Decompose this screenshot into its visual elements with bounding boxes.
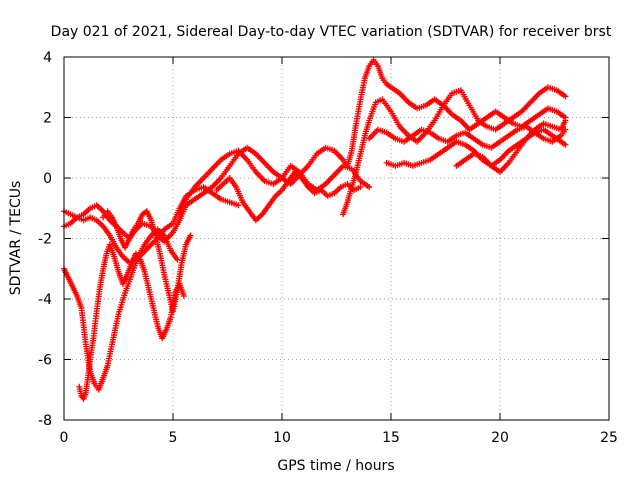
x-tick-label: 10 bbox=[273, 430, 291, 446]
data-point bbox=[187, 232, 194, 239]
x-tick-label: 5 bbox=[169, 430, 178, 446]
y-tick-label: -8 bbox=[38, 413, 52, 429]
x-axis-label: GPS time / hours bbox=[277, 458, 394, 474]
series-track-9 bbox=[340, 84, 569, 218]
series-track-12 bbox=[453, 117, 569, 175]
data-point bbox=[562, 141, 569, 148]
tick-labels: 0 5 10 15 20 25 -8 -6 -4 -2 0 2 4 bbox=[38, 50, 618, 446]
data-point bbox=[235, 202, 242, 209]
data-point bbox=[366, 184, 373, 191]
series-track-7 bbox=[213, 168, 364, 224]
x-tick-label: 25 bbox=[600, 430, 618, 446]
x-tick-label: 15 bbox=[382, 430, 400, 446]
series-track-8 bbox=[279, 57, 569, 188]
y-tick-label: -2 bbox=[38, 232, 52, 248]
x-tick-label: 20 bbox=[491, 430, 509, 446]
y-tick-label: 4 bbox=[43, 50, 52, 66]
series-track-3 bbox=[61, 226, 181, 393]
data-series bbox=[61, 57, 569, 402]
y-axis-label: SDTVAR / TECUs bbox=[8, 181, 24, 296]
y-tick-label: -4 bbox=[38, 292, 52, 308]
data-point bbox=[357, 184, 364, 191]
data-point bbox=[562, 117, 569, 124]
data-point bbox=[180, 292, 187, 299]
data-point bbox=[174, 256, 181, 263]
chart-title: Day 021 of 2021, Sidereal Day-to-day VTE… bbox=[51, 24, 612, 40]
y-tick-label: -6 bbox=[38, 353, 52, 369]
x-tick-label: 0 bbox=[60, 430, 69, 446]
plot-frame bbox=[63, 56, 610, 421]
grid-lines bbox=[64, 57, 609, 420]
y-tick-label: 0 bbox=[43, 171, 52, 187]
data-point bbox=[562, 93, 569, 100]
y-tick-label: 2 bbox=[43, 111, 52, 127]
series-track-5 bbox=[100, 208, 194, 315]
